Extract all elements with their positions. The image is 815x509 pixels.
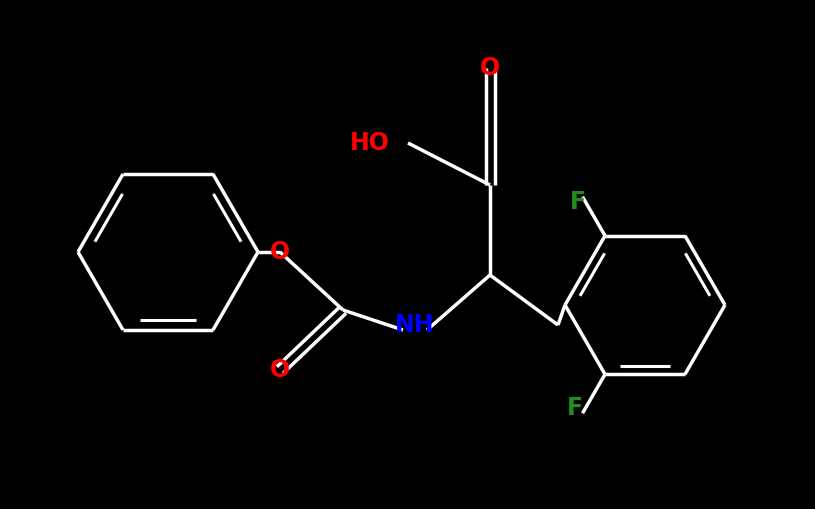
Text: HO: HO — [350, 131, 390, 155]
Text: F: F — [570, 190, 585, 214]
Text: F: F — [566, 396, 583, 420]
Text: O: O — [270, 240, 290, 264]
Text: NH: NH — [395, 313, 434, 337]
Text: O: O — [270, 358, 290, 382]
Text: O: O — [480, 56, 500, 80]
